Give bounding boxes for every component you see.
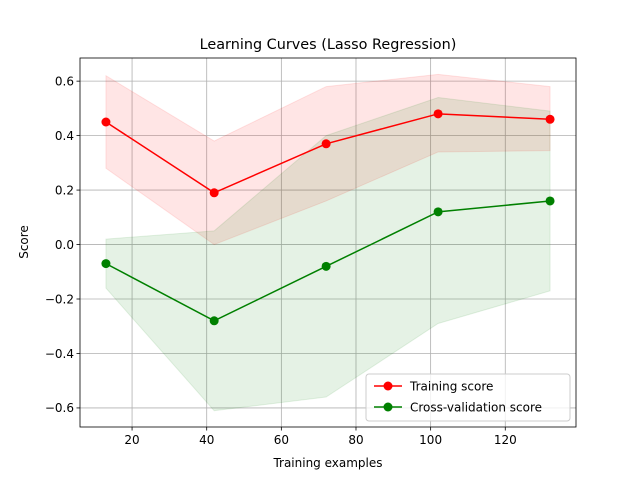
point-series-0: [209, 188, 219, 198]
y-axis-label: Score: [17, 225, 31, 259]
point-series-1: [433, 207, 443, 217]
y-tick-label: −0.2: [45, 292, 74, 306]
x-tick-label: 100: [419, 433, 442, 447]
legend: Training score Cross-validation score: [365, 373, 571, 422]
point-series-1: [101, 259, 111, 269]
legend-box: [365, 373, 571, 422]
point-series-0: [545, 114, 555, 124]
series-markers: [101, 109, 555, 326]
x-axis-ticks: 20 40 60 80 100 120: [124, 427, 517, 447]
point-series-0: [433, 109, 443, 119]
legend-label: Cross-validation score: [410, 400, 542, 414]
x-tick-label: 60: [274, 433, 289, 447]
y-tick-label: 0.0: [55, 238, 74, 252]
point-series-1: [209, 316, 219, 326]
x-axis-label: Training examples: [272, 456, 382, 470]
point-series-0: [101, 117, 111, 127]
x-tick-label: 120: [494, 433, 517, 447]
y-axis-ticks: −0.6 −0.4 −0.2 0.0 0.2 0.4 0.6: [45, 74, 80, 415]
y-tick-label: 0.2: [55, 183, 74, 197]
x-tick-label: 20: [124, 433, 139, 447]
band-series-1: [105, 96, 551, 412]
y-tick-label: −0.4: [45, 347, 74, 361]
y-tick-label: −0.6: [45, 401, 74, 415]
plot-frame: [79, 57, 577, 428]
x-tick-label: 40: [199, 433, 214, 447]
legend-swatch-marker: [383, 402, 393, 412]
point-series-1: [321, 261, 331, 271]
grid-lines: [80, 58, 576, 427]
legend-label: Training score: [409, 379, 493, 393]
legend-swatch-marker: [383, 381, 393, 391]
y-tick-label: 0.4: [55, 129, 74, 143]
point-series-1: [545, 196, 555, 206]
x-tick-label: 80: [348, 433, 363, 447]
chart-title: Learning Curves (Lasso Regression): [200, 37, 457, 53]
point-series-0: [321, 139, 331, 149]
y-tick-label: 0.6: [55, 74, 74, 88]
